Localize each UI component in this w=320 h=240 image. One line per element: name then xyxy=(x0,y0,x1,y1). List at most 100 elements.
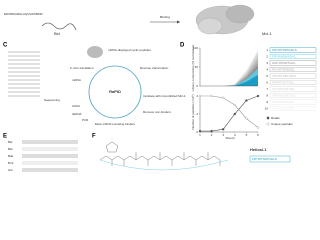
x-tick-label: 1 xyxy=(199,133,201,137)
x-tick-label: 3 xyxy=(222,133,224,137)
legend-swatch xyxy=(269,99,317,105)
bid-label: Bid xyxy=(54,31,60,36)
sequencing-label: Sequencing xyxy=(44,98,60,102)
x-tick-label: 5 xyxy=(246,133,248,137)
area xyxy=(200,68,258,86)
x-tick-label: 6 xyxy=(257,133,259,137)
y-tick-label: 2 xyxy=(196,112,198,116)
legend-sequence: WRYWNSRTGDL xyxy=(272,93,296,97)
legend-swatch xyxy=(269,80,317,85)
legend-swatch xyxy=(269,47,317,53)
row-label: Hrk xyxy=(8,168,13,172)
y-axis-label: Number of peptides (×10⁵) xyxy=(191,94,195,129)
legend-label: 8 xyxy=(266,93,268,97)
remove-label: Remove non-binders xyxy=(143,110,171,114)
legend-marker xyxy=(266,122,270,126)
sequence-box xyxy=(249,155,291,163)
legend-sequence: FRYWTSRTGDLS xyxy=(272,48,297,52)
protein-structure xyxy=(195,4,255,35)
legend-label: 10 xyxy=(265,106,269,110)
y-axis-label: Library composition (% cumulative) xyxy=(191,45,195,92)
protein-label: Mcl-1 xyxy=(262,31,273,36)
point xyxy=(245,99,248,102)
legend-swatch xyxy=(269,73,317,79)
mrna-label: mRNA xyxy=(72,78,81,82)
legend-swatch xyxy=(269,67,317,72)
legend-swatch xyxy=(269,86,317,92)
rapid-cycle xyxy=(88,65,142,119)
legend-label: 6 xyxy=(266,80,268,84)
x-tick-label: 2 xyxy=(211,133,213,137)
panel-letter: C xyxy=(3,43,8,49)
area xyxy=(200,74,258,86)
point xyxy=(210,129,213,133)
legend-sequence: FRYWTARSGDL xyxy=(272,100,295,104)
elute-label: Elute mRNA encoding binders xyxy=(95,122,136,126)
point xyxy=(198,129,202,133)
bid-helix xyxy=(41,22,77,31)
legend-swatch xyxy=(269,93,317,98)
row-bar xyxy=(22,154,78,158)
legend-label: Unique peptides xyxy=(271,122,293,126)
point xyxy=(233,103,237,107)
panel-letter: E xyxy=(3,134,7,140)
panel-letter: F xyxy=(92,134,96,140)
legend-sequence: WRYWTARTGDL xyxy=(272,61,296,65)
legend-label: 9 xyxy=(266,100,268,104)
point xyxy=(256,94,260,98)
line xyxy=(200,95,259,132)
legend-swatch xyxy=(269,60,317,66)
row-bar xyxy=(22,161,78,165)
legend-sequence: FRFWTSKTGDL xyxy=(272,80,295,84)
legend-swatch xyxy=(269,54,317,59)
row-label: Bmf xyxy=(8,161,14,165)
legend-swatch xyxy=(269,106,317,111)
reverse-label: Reverse transcription xyxy=(140,66,169,70)
point xyxy=(233,112,237,116)
y-tick-label: 4 xyxy=(196,94,198,98)
y-tick-label: 0 xyxy=(196,130,198,134)
molecule-drawing xyxy=(99,141,229,171)
row-label: Bak xyxy=(8,154,14,158)
point xyxy=(256,126,260,129)
row-label: Bid xyxy=(8,140,13,144)
pcr-label: PCR xyxy=(82,118,89,122)
y-tick-label: 100 xyxy=(193,46,198,50)
panel-letter: D xyxy=(180,43,185,49)
figure: EDIIRNIARHLAQVGDSMDR Bid Binding Mcl-1 C… xyxy=(3,4,317,172)
legend-label: 5 xyxy=(266,74,268,78)
cdna-label: cDNA xyxy=(72,104,80,108)
legend-sequence: FKYWTSRSGEL xyxy=(272,67,295,71)
incubate-label: Incubate with immobilized Mcl-1 xyxy=(143,94,186,98)
x-tick-label: 4 xyxy=(234,133,236,137)
arrow-head xyxy=(177,20,180,24)
legend-label: 7 xyxy=(266,87,268,91)
y-tick-label: 50 xyxy=(195,65,199,69)
dsdna-label: dsDNA xyxy=(72,112,82,116)
legend-label: Reads xyxy=(271,116,280,120)
peptides-label: mRNA-displayed cyclic peptides xyxy=(108,48,151,52)
legend-sequence: FRYWNDMSGKL xyxy=(272,54,296,58)
point xyxy=(245,117,248,120)
compound-label: Helical-1 xyxy=(250,147,267,152)
y-tick-label: 0 xyxy=(196,84,198,88)
line xyxy=(200,95,259,128)
binding-label: Binding xyxy=(160,15,170,19)
legend-marker xyxy=(266,116,270,120)
rapid-label: RaPID xyxy=(109,89,121,94)
library-stack xyxy=(8,51,40,97)
legend-sequence: FKYWNSRTGDL xyxy=(272,106,295,110)
point xyxy=(198,94,202,98)
row-label: Bim xyxy=(8,147,14,151)
translation-label: in vitro translation xyxy=(70,66,94,70)
legend-label: 1 xyxy=(266,48,268,52)
legend-label: 3 xyxy=(266,61,268,65)
point xyxy=(221,128,225,131)
bid-sequence: EDIIRNIARHLAQVGDSMDR xyxy=(4,12,44,16)
row-bar xyxy=(22,147,78,151)
peptide-blob xyxy=(87,46,103,58)
legend-label: 4 xyxy=(266,67,268,71)
legend-label: 2 xyxy=(266,54,268,58)
point xyxy=(210,94,213,98)
compound-sequence: FRYWTSRTGDLS xyxy=(252,157,277,161)
